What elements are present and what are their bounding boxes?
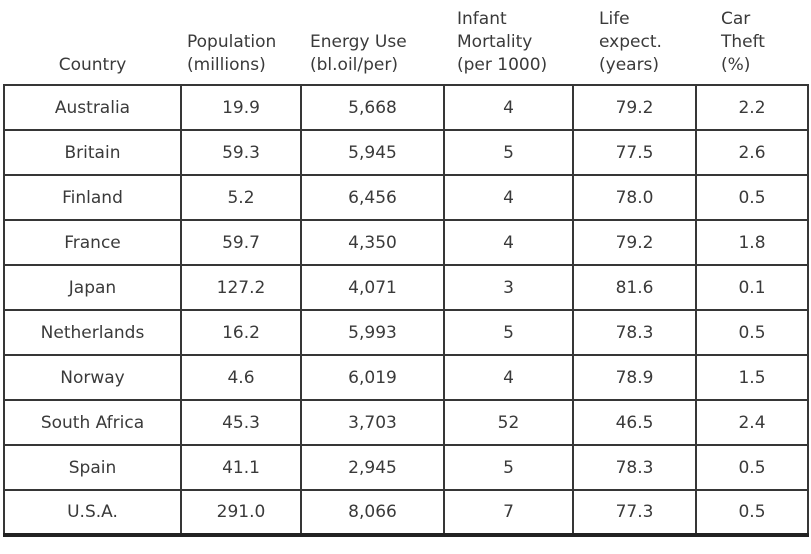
cell-infant-mortality: 5: [443, 444, 574, 491]
cell-country: Norway: [3, 354, 182, 401]
cell-car-theft: 0.5: [695, 489, 809, 537]
table-row: France 59.7 4,350 4 79.2 1.8: [3, 219, 809, 266]
cell-life-expectancy: 77.5: [572, 129, 697, 176]
cell-energy-use: 3,703: [300, 399, 445, 446]
table-row: U.S.A. 291.0 8,066 7 77.3 0.5: [3, 489, 809, 537]
cell-life-expectancy: 81.6: [572, 264, 697, 311]
cell-population: 59.7: [180, 219, 302, 266]
cell-car-theft: 0.5: [695, 444, 809, 491]
cell-life-expectancy: 78.3: [572, 444, 697, 491]
column-header-energy-use: Energy Use (bl.oil/per): [310, 32, 407, 75]
cell-energy-use: 5,993: [300, 309, 445, 356]
cell-population: 291.0: [180, 489, 302, 537]
cell-population: 59.3: [180, 129, 302, 176]
cell-country: Australia: [3, 84, 182, 131]
cell-energy-use: 4,071: [300, 264, 445, 311]
cell-energy-use: 5,945: [300, 129, 445, 176]
column-header-car-theft: Car Theft (%): [721, 9, 765, 75]
cell-country: Netherlands: [3, 309, 182, 356]
column-header-life-expectancy: Life expect. (years): [599, 9, 662, 75]
cell-infant-mortality: 4: [443, 84, 574, 131]
cell-car-theft: 1.5: [695, 354, 809, 401]
cell-life-expectancy: 78.0: [572, 174, 697, 221]
table-row: Britain 59.3 5,945 5 77.5 2.6: [3, 129, 809, 176]
cell-car-theft: 0.1: [695, 264, 809, 311]
column-header-country: Country: [58, 55, 127, 75]
table-row: Spain 41.1 2,945 5 78.3 0.5: [3, 444, 809, 491]
cell-country: Spain: [3, 444, 182, 491]
cell-car-theft: 2.6: [695, 129, 809, 176]
cell-infant-mortality: 5: [443, 309, 574, 356]
cell-population: 5.2: [180, 174, 302, 221]
column-header-population: Population (millions): [187, 32, 277, 75]
cell-car-theft: 0.5: [695, 309, 809, 356]
cell-energy-use: 5,668: [300, 84, 445, 131]
cell-car-theft: 1.8: [695, 219, 809, 266]
cell-population: 41.1: [180, 444, 302, 491]
country-statistics-table: Country Population (millions) Energy Use…: [3, 0, 809, 537]
cell-infant-mortality: 3: [443, 264, 574, 311]
cell-country: Finland: [3, 174, 182, 221]
cell-population: 127.2: [180, 264, 302, 311]
cell-energy-use: 6,456: [300, 174, 445, 221]
column-header-infant-mortality: Infant Mortality (per 1000): [457, 9, 548, 75]
cell-population: 19.9: [180, 84, 302, 131]
cell-car-theft: 2.4: [695, 399, 809, 446]
table-row: Norway 4.6 6,019 4 78.9 1.5: [3, 354, 809, 401]
cell-infant-mortality: 52: [443, 399, 574, 446]
cell-country: South Africa: [3, 399, 182, 446]
table-row: Finland 5.2 6,456 4 78.0 0.5: [3, 174, 809, 221]
cell-life-expectancy: 79.2: [572, 84, 697, 131]
cell-country: Japan: [3, 264, 182, 311]
cell-infant-mortality: 4: [443, 354, 574, 401]
table-body: Australia 19.9 5,668 4 79.2 2.2 Britain …: [3, 84, 809, 537]
cell-life-expectancy: 78.9: [572, 354, 697, 401]
cell-population: 45.3: [180, 399, 302, 446]
cell-population: 4.6: [180, 354, 302, 401]
cell-energy-use: 4,350: [300, 219, 445, 266]
table-row: South Africa 45.3 3,703 52 46.5 2.4: [3, 399, 809, 446]
cell-infant-mortality: 5: [443, 129, 574, 176]
cell-infant-mortality: 7: [443, 489, 574, 537]
table-row: Japan 127.2 4,071 3 81.6 0.1: [3, 264, 809, 311]
cell-car-theft: 0.5: [695, 174, 809, 221]
cell-life-expectancy: 78.3: [572, 309, 697, 356]
table-row: Australia 19.9 5,668 4 79.2 2.2: [3, 84, 809, 131]
cell-country: U.S.A.: [3, 489, 182, 537]
cell-infant-mortality: 4: [443, 219, 574, 266]
cell-energy-use: 8,066: [300, 489, 445, 537]
cell-country: Britain: [3, 129, 182, 176]
table-header: Country Population (millions) Energy Use…: [4, 0, 808, 85]
table-row: Netherlands 16.2 5,993 5 78.3 0.5: [3, 309, 809, 356]
cell-country: France: [3, 219, 182, 266]
cell-life-expectancy: 77.3: [572, 489, 697, 537]
header-row: Country Population (millions) Energy Use…: [4, 0, 808, 85]
cell-population: 16.2: [180, 309, 302, 356]
cell-car-theft: 2.2: [695, 84, 809, 131]
cell-life-expectancy: 79.2: [572, 219, 697, 266]
cell-energy-use: 6,019: [300, 354, 445, 401]
cell-energy-use: 2,945: [300, 444, 445, 491]
cell-infant-mortality: 4: [443, 174, 574, 221]
cell-life-expectancy: 46.5: [572, 399, 697, 446]
